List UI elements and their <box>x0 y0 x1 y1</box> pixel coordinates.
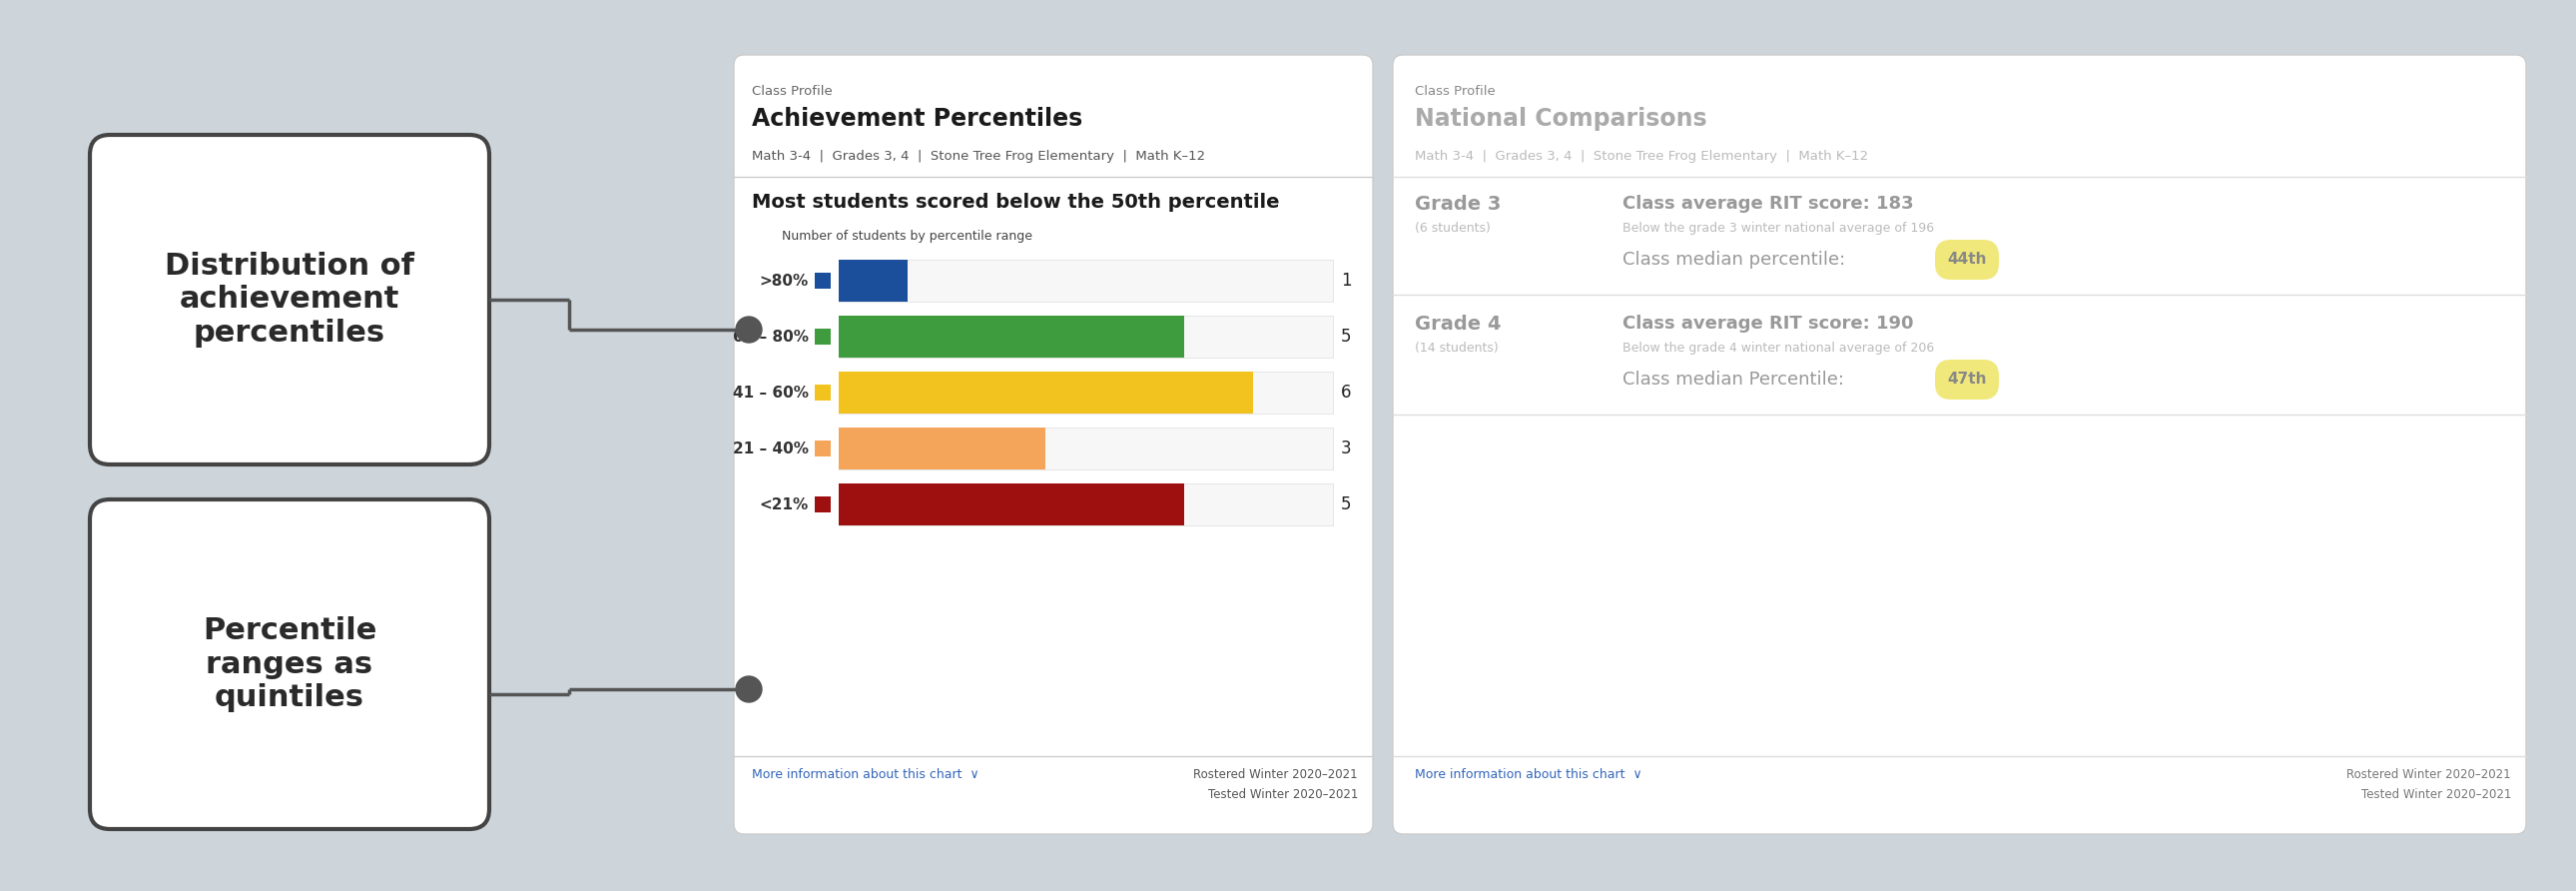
Text: Grade 3: Grade 3 <box>1414 195 1502 214</box>
Text: Rostered Winter 2020–2021: Rostered Winter 2020–2021 <box>2347 768 2512 781</box>
FancyBboxPatch shape <box>814 385 829 401</box>
FancyBboxPatch shape <box>840 372 1332 413</box>
FancyBboxPatch shape <box>840 259 1332 302</box>
Text: Tested Winter 2020–2021: Tested Winter 2020–2021 <box>1208 789 1358 801</box>
Text: 5: 5 <box>1342 495 1352 513</box>
FancyBboxPatch shape <box>90 500 489 829</box>
FancyBboxPatch shape <box>814 440 829 456</box>
Text: Math 3-4  |  Grades 3, 4  |  Stone Tree Frog Elementary  |  Math K–12: Math 3-4 | Grades 3, 4 | Stone Tree Frog… <box>752 150 1206 163</box>
FancyBboxPatch shape <box>840 315 1185 357</box>
FancyBboxPatch shape <box>814 329 829 345</box>
Circle shape <box>737 676 762 702</box>
FancyBboxPatch shape <box>840 428 1332 470</box>
Text: Class Profile: Class Profile <box>752 85 832 98</box>
Text: (14 students): (14 students) <box>1414 341 1499 355</box>
Text: Math 3-4  |  Grades 3, 4  |  Stone Tree Frog Elementary  |  Math K–12: Math 3-4 | Grades 3, 4 | Stone Tree Frog… <box>1414 150 1868 163</box>
Text: 47th: 47th <box>1947 372 1986 387</box>
Text: Class median Percentile:: Class median Percentile: <box>1623 371 1844 388</box>
Text: Class average RIT score: 183: Class average RIT score: 183 <box>1623 195 1914 213</box>
Text: Class Profile: Class Profile <box>1414 85 1497 98</box>
FancyBboxPatch shape <box>840 315 1332 357</box>
FancyBboxPatch shape <box>840 484 1332 526</box>
Text: 6: 6 <box>1342 383 1352 402</box>
Text: (6 students): (6 students) <box>1414 222 1492 234</box>
Text: National Comparisons: National Comparisons <box>1414 107 1708 131</box>
Text: 21 – 40%: 21 – 40% <box>732 441 809 456</box>
Text: 3: 3 <box>1342 439 1352 457</box>
Circle shape <box>737 316 762 343</box>
Text: Achievement Percentiles: Achievement Percentiles <box>752 107 1082 131</box>
Text: 44th: 44th <box>1947 252 1986 267</box>
Text: 61 – 80%: 61 – 80% <box>732 329 809 344</box>
Text: 5: 5 <box>1342 328 1352 346</box>
Text: Distribution of
achievement
percentiles: Distribution of achievement percentiles <box>165 251 415 347</box>
Text: Most students scored below the 50th percentile: Most students scored below the 50th perc… <box>752 192 1280 212</box>
Text: Grade 4: Grade 4 <box>1414 315 1502 333</box>
FancyBboxPatch shape <box>1935 240 1999 280</box>
Text: More information about this chart  ∨: More information about this chart ∨ <box>752 768 979 781</box>
Text: <21%: <21% <box>760 497 809 512</box>
Text: Percentile
ranges as
quintiles: Percentile ranges as quintiles <box>204 617 376 712</box>
FancyBboxPatch shape <box>1394 55 2527 834</box>
FancyBboxPatch shape <box>840 372 1252 413</box>
Text: More information about this chart  ∨: More information about this chart ∨ <box>1414 768 1641 781</box>
Text: Number of students by percentile range: Number of students by percentile range <box>781 230 1033 242</box>
Text: Class average RIT score: 190: Class average RIT score: 190 <box>1623 315 1914 332</box>
Text: >80%: >80% <box>760 274 809 288</box>
FancyBboxPatch shape <box>840 259 907 302</box>
Text: 41 – 60%: 41 – 60% <box>732 385 809 400</box>
FancyBboxPatch shape <box>814 273 829 289</box>
FancyBboxPatch shape <box>840 484 1185 526</box>
Text: Tested Winter 2020–2021: Tested Winter 2020–2021 <box>2362 789 2512 801</box>
FancyBboxPatch shape <box>840 428 1046 470</box>
Text: Class median percentile:: Class median percentile: <box>1623 250 1844 269</box>
FancyBboxPatch shape <box>734 55 1373 834</box>
FancyBboxPatch shape <box>1935 360 1999 399</box>
Text: Below the grade 4 winter national average of 206: Below the grade 4 winter national averag… <box>1623 341 1935 355</box>
FancyBboxPatch shape <box>814 496 829 512</box>
Text: Rostered Winter 2020–2021: Rostered Winter 2020–2021 <box>1193 768 1358 781</box>
FancyBboxPatch shape <box>90 135 489 464</box>
Text: 1: 1 <box>1342 272 1352 290</box>
Text: Below the grade 3 winter national average of 196: Below the grade 3 winter national averag… <box>1623 222 1935 234</box>
